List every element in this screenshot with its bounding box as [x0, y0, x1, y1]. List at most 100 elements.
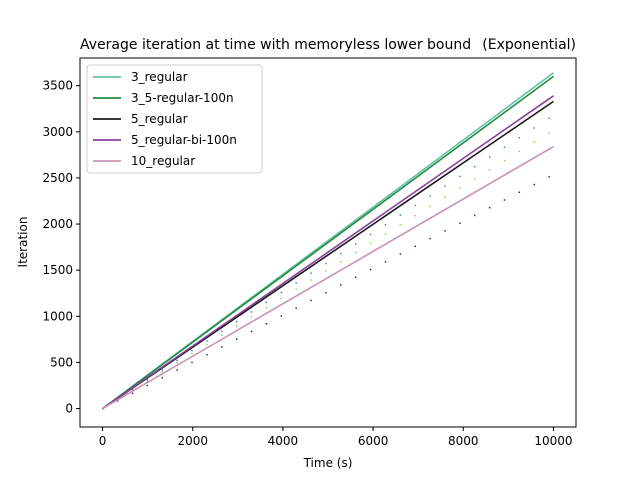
dot-marker: [280, 297, 283, 300]
dot-marker: [429, 195, 431, 197]
series-line-3: [102, 95, 554, 410]
dot-marker: [310, 299, 312, 302]
dot-marker: [295, 282, 297, 284]
dot-marker: [265, 306, 268, 309]
dot-marker: [355, 251, 357, 254]
dot-marker: [206, 353, 208, 356]
series-line-4: [102, 145, 554, 410]
dot-marker: [399, 224, 402, 226]
dot-marker: [325, 262, 327, 265]
y-tick-label: 0: [65, 402, 73, 416]
dot-marker: [146, 384, 149, 387]
x-axis-label: Time (s): [303, 456, 353, 470]
dot-marker: [176, 369, 178, 371]
dot-marker: [533, 127, 535, 129]
dot-marker: [459, 187, 461, 189]
x-tick-label: 6000: [358, 434, 389, 448]
dot-marker: [295, 307, 297, 309]
dot-marker: [384, 224, 387, 226]
dot-marker: [161, 377, 163, 379]
dot-marker: [444, 230, 446, 232]
dot-marker: [146, 379, 149, 381]
dot-marker: [414, 214, 416, 217]
dot-marker: [116, 400, 119, 402]
dot-marker: [280, 291, 283, 294]
y-tick-label: 1500: [42, 263, 73, 277]
dot-marker: [340, 284, 342, 286]
dot-marker: [355, 243, 357, 245]
dot-marker: [459, 222, 461, 224]
dot-marker: [503, 199, 506, 201]
dot-marker: [176, 362, 178, 364]
legend: 3_regular 3_5-regular-100n 5_regular 5_regu…: [86, 64, 263, 174]
dot-marker: [369, 242, 372, 244]
dot-marker: [310, 279, 312, 281]
dot-marker: [474, 166, 476, 168]
dot-marker: [369, 268, 372, 271]
dot-marker: [548, 132, 550, 134]
dot-marker: [503, 146, 506, 149]
dot-marker: [265, 322, 268, 325]
dot-marker: [444, 185, 446, 187]
x-tick-label: 0: [99, 434, 107, 448]
x-axis: 0 2000 4000 6000 8000 10000: [99, 427, 573, 448]
dot-marker: [340, 253, 342, 255]
dot-marker: [325, 292, 327, 294]
legend-label: 5_regular-bi-100n: [131, 133, 237, 147]
dot-marker: [459, 175, 461, 178]
dot-marker: [340, 260, 342, 263]
dot-marker: [384, 261, 387, 263]
dot-marker: [146, 380, 149, 382]
dot-marker: [533, 183, 535, 186]
dot-marker: [384, 233, 387, 235]
y-tick-label: 3500: [42, 79, 73, 93]
y-tick-label: 2500: [42, 171, 73, 185]
dot-marker: [221, 330, 223, 333]
dot-marker: [518, 191, 521, 193]
y-tick-label: 3000: [42, 125, 73, 139]
legend-box: [86, 64, 263, 174]
y-axis: 0 500 1000 1500 2000 2500 3000 3500: [42, 79, 80, 416]
dot-marker: [131, 392, 134, 394]
dot-marker: [295, 288, 297, 290]
dot-marker: [369, 233, 372, 236]
dot-marker: [176, 359, 178, 362]
chart-title: Average iteration at time with memoryles…: [80, 37, 471, 53]
dot-marker: [429, 205, 431, 208]
dot-marker: [265, 301, 268, 303]
dot-marker: [355, 276, 357, 278]
dot-marker: [548, 176, 550, 178]
x-tick-label: 4000: [268, 434, 299, 448]
dot-marker: [280, 315, 283, 317]
dot-marker: [206, 340, 208, 342]
dot-marker: [414, 204, 416, 207]
dot-marker: [474, 178, 476, 180]
dot-marker: [518, 136, 521, 139]
legend-label: 3_5-regular-100n: [131, 91, 234, 105]
legend-label: 3_regular: [131, 70, 188, 84]
dot-marker: [310, 272, 312, 274]
dot-marker: [235, 320, 238, 323]
dot-marker: [221, 334, 223, 336]
dot-marker: [414, 245, 416, 248]
dot-marker: [548, 117, 550, 120]
x-tick-label: 8000: [448, 434, 479, 448]
dot-marker: [399, 214, 402, 216]
dot-marker: [429, 237, 431, 240]
dot-marker: [235, 338, 238, 340]
dot-marker: [235, 325, 238, 327]
dot-marker: [444, 196, 446, 198]
series-line-1: [102, 75, 554, 410]
x-tick-label: 2000: [177, 434, 208, 448]
dot-marker: [161, 371, 163, 373]
dot-marker: [518, 150, 521, 153]
dot-marker: [191, 349, 193, 352]
dot-marker: [325, 270, 327, 272]
dot-marker: [533, 141, 535, 143]
x-tick-label: 10000: [534, 434, 572, 448]
dot-marker: [399, 253, 402, 255]
legend-label: 10_regular: [131, 154, 195, 168]
dot-marker: [250, 316, 253, 318]
dot-marker: [191, 352, 193, 355]
